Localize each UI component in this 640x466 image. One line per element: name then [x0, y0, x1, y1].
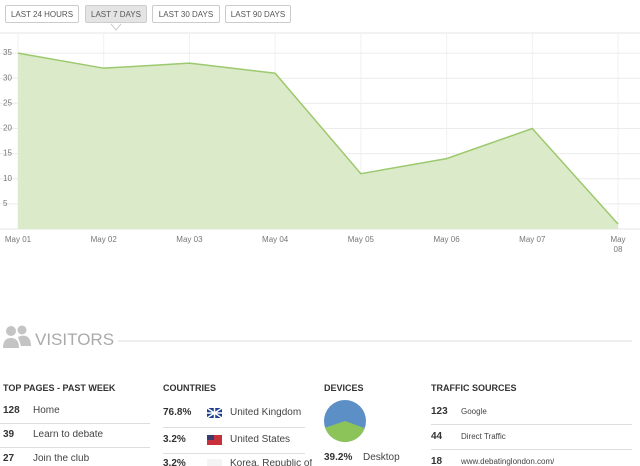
visitors-icon: [3, 325, 31, 348]
column-title: TOP PAGES - PAST WEEK: [3, 383, 116, 393]
pie-slice: [325, 421, 365, 443]
x-tick-label: May 04: [262, 235, 289, 244]
row-label: www.debatinglondon.com/: [461, 458, 555, 466]
column-title: DEVICES: [324, 383, 364, 393]
x-tick-label: May 07: [519, 235, 546, 244]
row-number: 39: [3, 429, 15, 440]
row-label: Korea, Republic of: [230, 459, 313, 466]
row-number: 76.8%: [163, 407, 192, 418]
row-number: 27: [3, 453, 15, 464]
range-button[interactable]: LAST 30 DAYS: [152, 5, 220, 23]
row-label: United Kingdom: [230, 408, 302, 418]
column-title: TRAFFIC SOURCES: [431, 383, 517, 393]
row-separator: [0, 423, 150, 424]
flag-cross: [206, 407, 223, 419]
y-tick-label: 10: [3, 174, 12, 183]
row-separator: [0, 447, 150, 448]
x-tick-label: May 05: [347, 235, 374, 244]
y-tick-label: 20: [3, 124, 12, 133]
column-title: COUNTRIES: [163, 383, 217, 393]
row-label: Google: [461, 408, 487, 416]
flag: [207, 435, 222, 445]
row-label: United States: [230, 435, 291, 445]
x-tick-label: May 08: [610, 235, 626, 254]
slice-value: 39.2%: [324, 452, 353, 463]
area: [18, 53, 618, 229]
row-label: Home: [33, 406, 60, 416]
x-tick-label: May 01: [4, 235, 32, 244]
range-button[interactable]: LAST 90 DAYS: [225, 5, 291, 23]
row-label: Learn to debate: [33, 430, 104, 440]
row-label: Join the club: [33, 454, 90, 464]
x-tick-label: May 06: [433, 235, 460, 244]
row-number: 44: [431, 431, 443, 442]
row-number: 18: [431, 456, 443, 466]
row-separator: [431, 449, 632, 450]
y-tick-label: 30: [3, 73, 12, 82]
x-tick-label: May 02: [90, 235, 117, 244]
row-label: Direct Traffic: [461, 433, 506, 441]
row-separator: [163, 453, 305, 454]
y-tick-label: 25: [3, 98, 12, 107]
selected-caret: [110, 23, 122, 31]
range-button[interactable]: LAST 24 HOURS: [5, 5, 79, 23]
range-button[interactable]: LAST 7 DAYS: [85, 5, 147, 23]
row-separator: [431, 424, 632, 425]
y-tick-label: 5: [3, 199, 8, 208]
row-number: 3.2%: [163, 434, 186, 445]
area-line: [17, 52, 619, 225]
y-tick-label: 15: [3, 149, 12, 158]
x-tick-label: May 03: [176, 235, 203, 244]
row-number: 3.2%: [163, 458, 186, 466]
y-tick-label: 35: [3, 48, 12, 57]
row-number: 128: [3, 405, 20, 416]
row-separator: [163, 427, 305, 428]
section-title: VISITORS: [35, 330, 115, 349]
flag: [207, 459, 222, 466]
row-number: 123: [431, 406, 448, 417]
slice-name: Desktop: [363, 452, 400, 463]
flag-canton: [207, 435, 214, 440]
